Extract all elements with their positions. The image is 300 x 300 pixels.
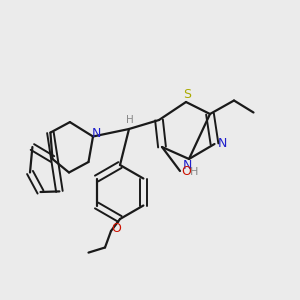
Text: H: H (126, 115, 134, 125)
Text: H: H (190, 167, 198, 177)
Text: O: O (181, 165, 191, 178)
Text: N: N (183, 159, 192, 172)
Text: O: O (111, 221, 121, 235)
Text: S: S (184, 88, 191, 101)
Text: N: N (91, 127, 101, 140)
Text: N: N (218, 136, 228, 150)
